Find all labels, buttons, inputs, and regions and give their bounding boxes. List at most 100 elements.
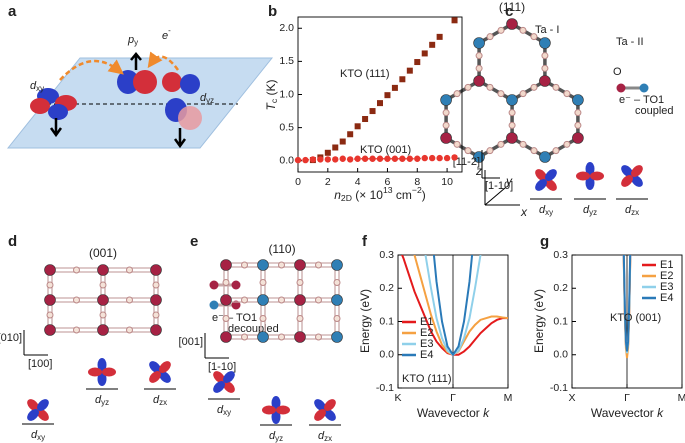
point: [421, 154, 428, 162]
x-axis-label: n2D (× 1013 cm−2): [334, 185, 426, 203]
panel-title: (001): [89, 246, 117, 260]
orbital-icon: [314, 399, 336, 421]
direction-label: [11-2]: [453, 156, 480, 168]
ta-atom: [97, 264, 109, 276]
ta-atom: [257, 331, 269, 343]
panel-title: (111): [499, 0, 525, 14]
oxygen: [497, 26, 505, 34]
oxygen: [519, 26, 527, 34]
y-tick-label: 1.5: [279, 55, 294, 67]
point: [376, 155, 384, 162]
oxygen: [497, 140, 505, 148]
orbital-label: dxy: [30, 80, 44, 93]
label-part: c: [269, 98, 279, 103]
legend-atom: [616, 83, 626, 93]
oxygen: [464, 83, 472, 91]
label-part: zx: [324, 434, 332, 443]
oxygen: [152, 311, 160, 319]
y-axis-label: Energy (eV): [358, 289, 372, 353]
oxygen: [453, 90, 461, 98]
label-part: yz: [589, 208, 597, 217]
point: [347, 131, 354, 138]
oxygen: [530, 83, 538, 91]
plot-area: [401, 255, 508, 357]
oxygen: [552, 83, 560, 91]
y-tick-label: 0.3: [553, 249, 568, 261]
point: [369, 155, 376, 162]
ta-atom: [331, 331, 343, 343]
x-tick-label: 8: [414, 176, 420, 188]
direction-label: [010]: [0, 332, 22, 344]
label-part: cm: [393, 188, 412, 202]
x-tick-label: K: [394, 392, 401, 404]
y-axis-label: Energy (eV): [532, 289, 546, 353]
direction-arrows: [204, 333, 229, 359]
orbital-dxy: [30, 88, 77, 120]
y-tick-label: 0.0: [379, 349, 394, 361]
label-part: 13: [383, 185, 393, 195]
label-part: k: [657, 406, 664, 420]
oxygen: [126, 266, 133, 274]
point: [451, 17, 458, 24]
point: [377, 100, 383, 107]
y-tick-label: 0.0: [279, 155, 294, 167]
y-tick-label: -0.1: [550, 382, 568, 394]
series-line: [622, 255, 632, 352]
oxygen: [486, 33, 494, 41]
y-tick-label: 0.2: [553, 282, 568, 294]
lobe: [159, 361, 171, 373]
lobe: [97, 372, 107, 386]
x-tick-label: 0: [295, 176, 301, 188]
x-axis-label: Wavevector k: [591, 406, 664, 420]
oxygen: [541, 52, 549, 60]
oxygen: [296, 315, 304, 322]
lobe: [324, 409, 336, 421]
point: [414, 155, 421, 162]
ta-atom: [150, 294, 162, 306]
lobe: [545, 179, 557, 191]
label-part: Wavevector: [591, 406, 657, 420]
point: [436, 154, 443, 162]
oxygen: [574, 121, 582, 129]
oxygen: [442, 109, 450, 117]
oxygen: [278, 296, 285, 304]
point: [354, 155, 361, 162]
label-part: T: [264, 102, 278, 111]
lobe: [149, 361, 161, 373]
label-part: k: [483, 406, 490, 420]
panel-title: (110): [268, 242, 295, 256]
orbital-dyz: [162, 72, 202, 130]
label-part: d: [153, 394, 160, 406]
label-part: yz: [101, 398, 109, 407]
orbital-label: dxy: [217, 404, 231, 417]
label-part: d: [31, 429, 38, 441]
x-tick-label: 10: [441, 176, 453, 188]
ta-atom: [331, 294, 343, 306]
x-tick-label: 4: [355, 176, 361, 188]
point: [399, 76, 406, 83]
lobe: [88, 367, 102, 377]
x-tick-label: Γ: [450, 392, 456, 404]
lobe: [545, 169, 557, 181]
arrow: [147, 51, 180, 71]
point: [421, 50, 428, 57]
oxygen: [241, 333, 248, 341]
point: [391, 155, 399, 162]
label-part: Energy (eV): [532, 289, 546, 353]
direction-label: [001]: [179, 336, 203, 348]
label-part: y: [134, 38, 138, 47]
label-part: -: [168, 26, 171, 35]
point: [324, 149, 331, 156]
point: [414, 59, 421, 66]
point: [361, 155, 369, 162]
bond: [478, 79, 513, 102]
point: [346, 156, 354, 163]
oxygen: [73, 326, 80, 334]
orbital-icon: [576, 162, 604, 190]
arrow: [59, 59, 124, 81]
orbital-label: dzx: [318, 430, 332, 443]
lobe: [585, 176, 595, 190]
ta-atom: [44, 264, 56, 276]
lobe: [223, 381, 235, 393]
